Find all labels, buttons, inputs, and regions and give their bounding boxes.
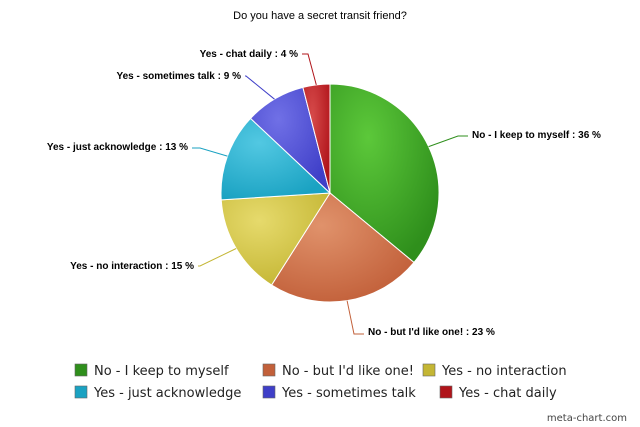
slice-labels: No - I keep to myself : 36 % No - but I'd… bbox=[47, 49, 601, 338]
legend-label-3: Yes - no interaction bbox=[441, 364, 567, 379]
leader-line-5 bbox=[245, 75, 275, 100]
leader-line-6 bbox=[302, 53, 317, 86]
slice-label-3: Yes - no interaction : 15 % bbox=[70, 261, 194, 272]
credit-text: meta-chart.com bbox=[547, 413, 627, 424]
legend-swatch-5 bbox=[262, 385, 276, 399]
slice-label-2: No - but I'd like one! : 23 % bbox=[368, 327, 495, 338]
slice-label-4: Yes - just acknowledge : 13 % bbox=[47, 142, 188, 153]
legend-swatch-4 bbox=[74, 385, 88, 399]
legend-label-6: Yes - chat daily bbox=[458, 386, 557, 401]
slice-leader-lines bbox=[192, 53, 468, 335]
legend-swatch-2 bbox=[262, 363, 276, 377]
slice-label-5: Yes - sometimes talk : 9 % bbox=[116, 71, 241, 82]
pie-slice-1 bbox=[329, 83, 440, 264]
legend-swatch-1 bbox=[74, 363, 88, 377]
legend-label-4: Yes - just acknowledge bbox=[93, 386, 241, 401]
leader-line-3 bbox=[198, 248, 237, 267]
legend-label-5: Yes - sometimes talk bbox=[281, 386, 416, 401]
leader-line-2 bbox=[346, 300, 364, 335]
leader-line-1 bbox=[428, 135, 468, 148]
slice-label-6: Yes - chat daily : 4 % bbox=[200, 49, 298, 60]
legend-swatch-6 bbox=[439, 385, 453, 399]
legend-label-2: No - but I'd like one! bbox=[282, 364, 414, 379]
pie-slice-2 bbox=[270, 192, 415, 303]
leader-line-4 bbox=[192, 147, 228, 157]
pie-slices bbox=[220, 83, 440, 303]
pie-slice-4 bbox=[220, 117, 332, 201]
legend: No - I keep to myself No - but I'd like o… bbox=[74, 363, 567, 401]
slice-label-1: No - I keep to myself : 36 % bbox=[472, 130, 601, 141]
chart-title: Do you have a secret transit friend? bbox=[233, 10, 407, 22]
legend-swatch-3 bbox=[422, 363, 436, 377]
legend-label-1: No - I keep to myself bbox=[94, 364, 229, 379]
